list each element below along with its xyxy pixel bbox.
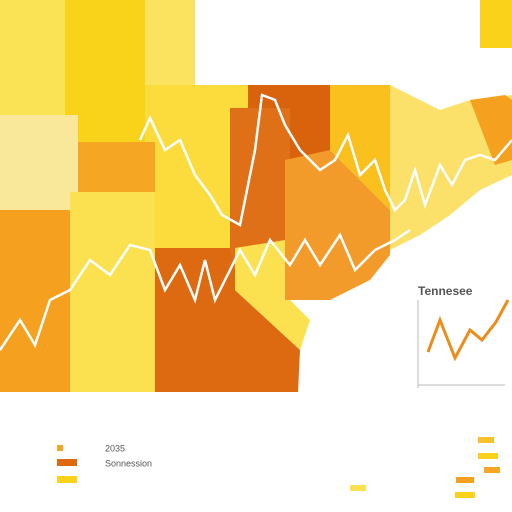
legend-swatch [57, 459, 77, 466]
region [78, 142, 155, 192]
legend-swatch [478, 453, 498, 459]
legend-label: 2035 [105, 443, 125, 453]
region [248, 85, 330, 160]
legend-swatch [57, 476, 77, 483]
legend-swatch [350, 485, 366, 491]
inset-title: Tennesee [418, 284, 473, 298]
region [480, 0, 512, 48]
regions [0, 0, 512, 392]
legend-label: Sonnession [105, 458, 152, 468]
trend-line [0, 228, 411, 351]
region [470, 95, 512, 165]
region [235, 240, 310, 350]
region [155, 248, 300, 392]
legend-swatch [455, 492, 475, 498]
region [145, 85, 248, 248]
region [0, 0, 70, 115]
region [330, 85, 390, 210]
inset-chart: Tennesee [417, 284, 510, 388]
legend-swatch [478, 437, 494, 443]
legend: 2035 Sonnession [57, 437, 500, 498]
legend-swatch [484, 467, 500, 473]
legend-swatch [456, 477, 474, 483]
region [145, 0, 195, 85]
region [0, 210, 70, 392]
legend-swatch [57, 445, 63, 451]
trend-line [138, 93, 512, 227]
region [0, 115, 78, 210]
region [65, 0, 145, 142]
inset-line [426, 299, 510, 362]
region [70, 192, 155, 392]
